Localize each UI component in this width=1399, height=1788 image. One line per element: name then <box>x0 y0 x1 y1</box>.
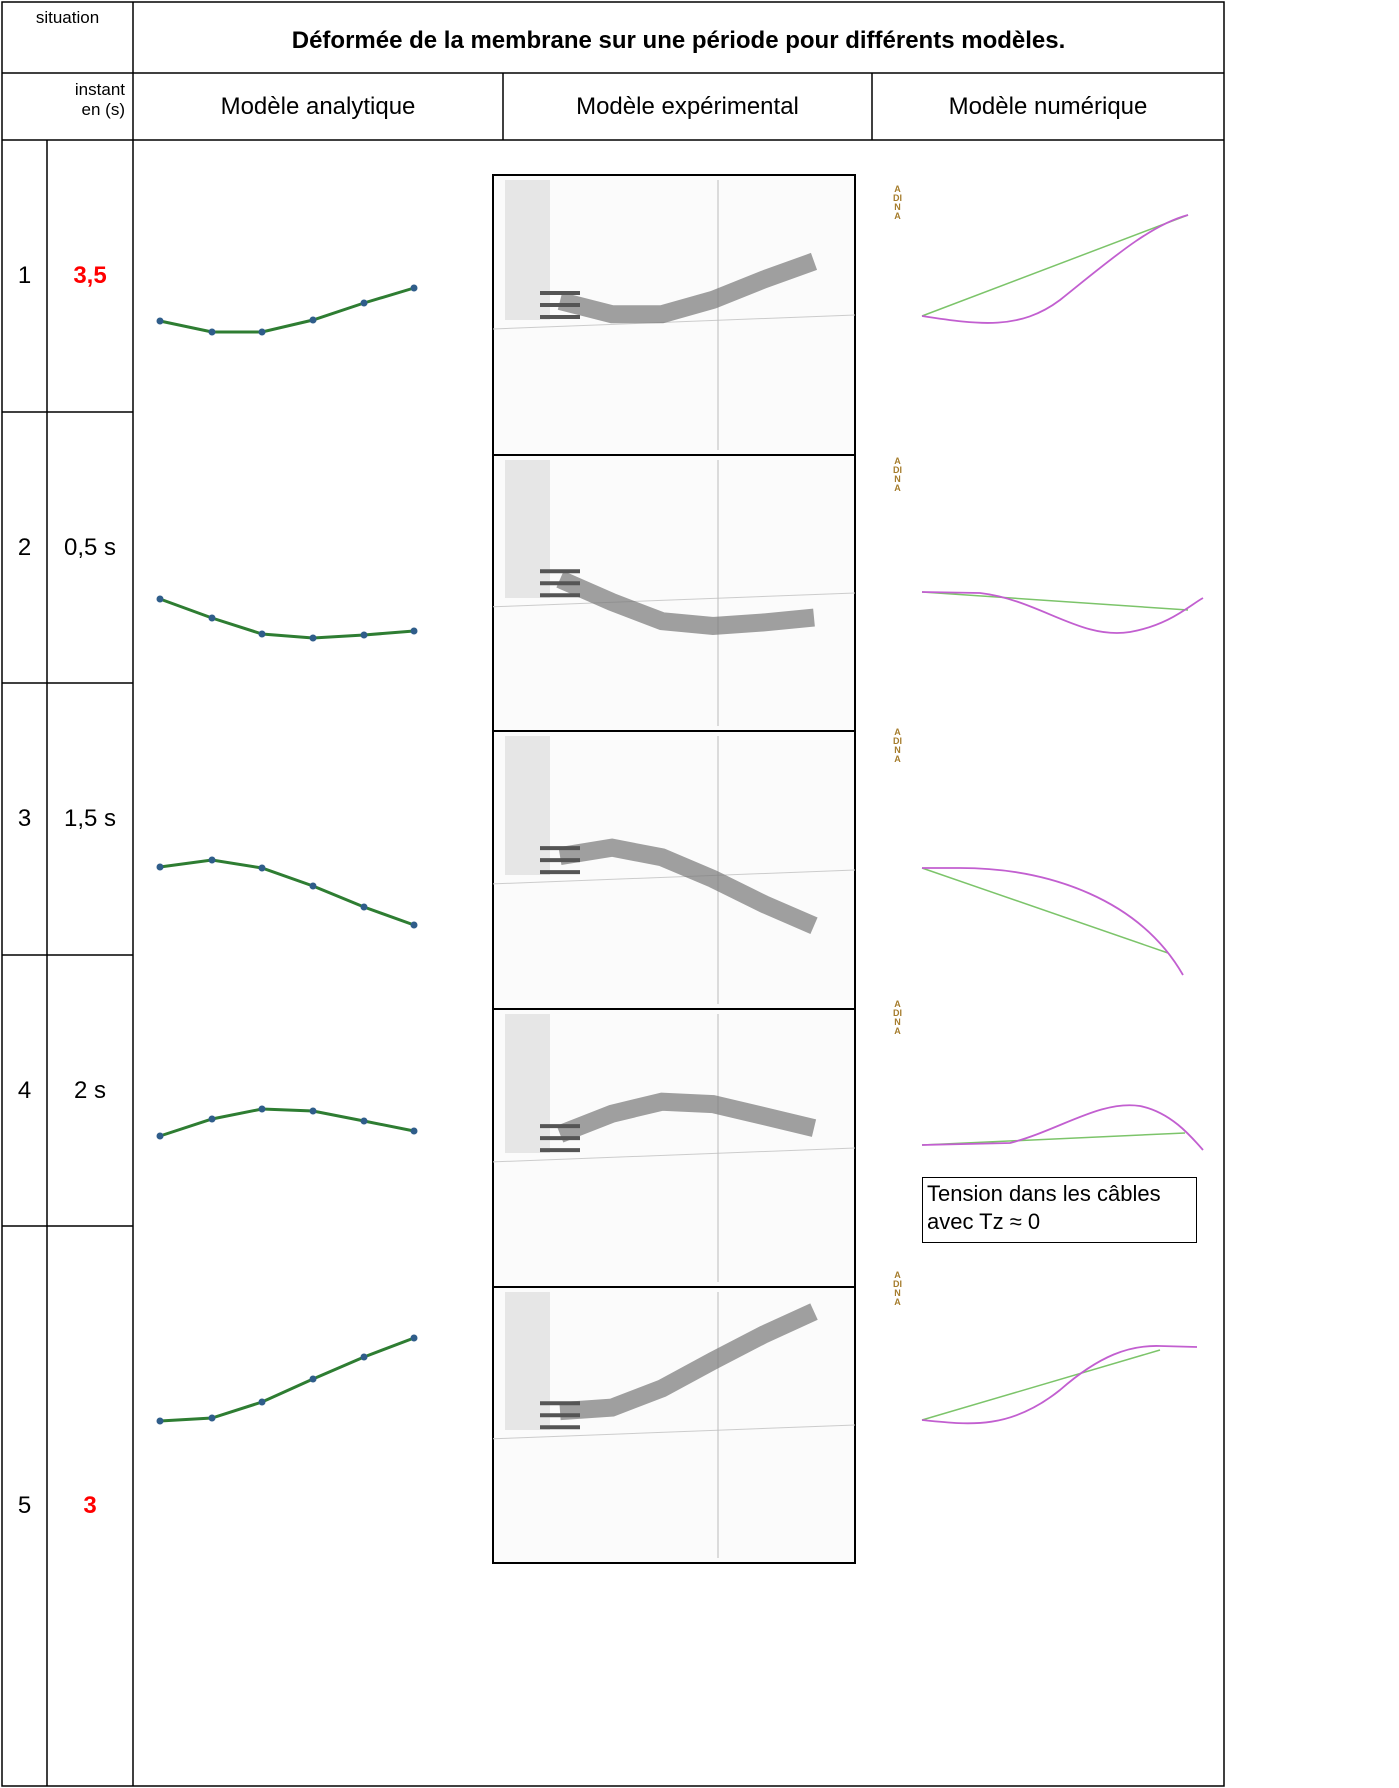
analytic-node <box>360 631 368 639</box>
analytic-node <box>309 882 317 890</box>
adina-logo: ADINA <box>893 1270 902 1307</box>
analytic-node <box>410 627 418 635</box>
header-title: Déformée de la membrane sur une période … <box>291 26 1066 54</box>
analytic-node <box>258 328 266 336</box>
photo-grid <box>492 1147 856 1163</box>
analytic-node <box>208 614 216 622</box>
analytic-node <box>258 1105 266 1113</box>
photo-grid <box>492 869 856 885</box>
column-header: Modèle analytique <box>220 92 416 120</box>
note-box: Tension dans les câbles avec Tz ≈ 0 <box>922 1177 1197 1243</box>
column-header: Modèle numérique <box>948 92 1148 120</box>
header-instant: instant en (s) <box>74 80 125 119</box>
analytic-node <box>208 328 216 336</box>
photo-post <box>505 1014 550 1153</box>
analytic-node <box>258 630 266 638</box>
analytic-node <box>156 863 164 871</box>
numeric-chord <box>921 1132 1186 1146</box>
analytic-curve <box>159 1336 415 1423</box>
numeric-curve <box>921 1104 1204 1151</box>
analytic-node <box>156 1417 164 1425</box>
analytic-curve <box>159 1107 415 1138</box>
analytic-node <box>410 1334 418 1342</box>
analytic-node <box>309 316 317 324</box>
photo-grid <box>492 592 856 608</box>
column-header: Modèle expérimental <box>576 92 799 120</box>
photo-cables <box>540 1401 580 1430</box>
analytic-node <box>156 1132 164 1140</box>
header-situation: situation <box>35 8 100 27</box>
numeric-curve <box>921 1345 1198 1425</box>
photo-cables <box>540 846 580 875</box>
photo-cables <box>540 569 580 598</box>
photo-grid <box>492 314 856 330</box>
photo-membrane <box>559 1303 818 1421</box>
numeric-curve <box>921 591 1204 634</box>
analytic-node <box>156 317 164 325</box>
experimental-photo <box>492 1286 856 1564</box>
situation-number: 2 <box>17 533 32 561</box>
experimental-photo <box>492 1008 856 1288</box>
analytic-node <box>309 1375 317 1383</box>
analytic-node <box>360 299 368 307</box>
analytic-node <box>156 595 164 603</box>
photo-post <box>505 1292 550 1430</box>
photo-membrane <box>558 838 818 934</box>
experimental-photo <box>492 454 856 732</box>
analytic-node <box>309 1107 317 1115</box>
photo-post <box>505 180 550 320</box>
analytic-node <box>410 284 418 292</box>
instant-value: 3 <box>83 1492 97 1519</box>
analytic-curve <box>159 286 415 334</box>
analytic-node <box>360 1353 368 1361</box>
adina-logo: ADINA <box>893 456 902 493</box>
photo-membrane <box>556 570 815 636</box>
analytic-node <box>258 1398 266 1406</box>
photo-post <box>505 736 550 875</box>
instant-value: 1,5 s <box>63 805 117 832</box>
photo-membrane <box>557 252 818 324</box>
analytic-curve <box>159 597 415 640</box>
numeric-curve <box>922 867 1184 976</box>
photo-membrane <box>556 1092 817 1143</box>
situation-number: 4 <box>17 1076 32 1104</box>
situation-number: 3 <box>17 805 32 832</box>
analytic-curve <box>159 858 415 927</box>
analytic-node <box>208 1115 216 1123</box>
numeric-curve <box>921 214 1189 324</box>
instant-value: 0,5 s <box>63 533 117 561</box>
analytic-node <box>360 903 368 911</box>
adina-logo: ADINA <box>893 999 902 1036</box>
analytic-node <box>410 1127 418 1135</box>
analytic-node <box>258 864 266 872</box>
photo-grid <box>492 1424 856 1440</box>
analytic-node <box>410 921 418 929</box>
adina-logo: ADINA <box>893 184 902 221</box>
photo-post <box>505 460 550 598</box>
analytic-node <box>360 1117 368 1125</box>
situation-number: 5 <box>17 1492 32 1519</box>
instant-value: 2 s <box>73 1076 106 1104</box>
situation-number: 1 <box>17 262 32 289</box>
numeric-chord <box>921 1349 1161 1421</box>
numeric-chord <box>921 214 1189 317</box>
adina-logo: ADINA <box>893 727 902 764</box>
analytic-node <box>208 1414 216 1422</box>
photo-cables <box>540 291 580 319</box>
numeric-chord <box>921 591 1189 611</box>
photo-cables <box>540 1124 580 1153</box>
numeric-chord <box>921 867 1169 954</box>
analytic-node <box>208 856 216 864</box>
instant-value: 3,5 <box>73 262 107 289</box>
analytic-node <box>309 634 317 642</box>
